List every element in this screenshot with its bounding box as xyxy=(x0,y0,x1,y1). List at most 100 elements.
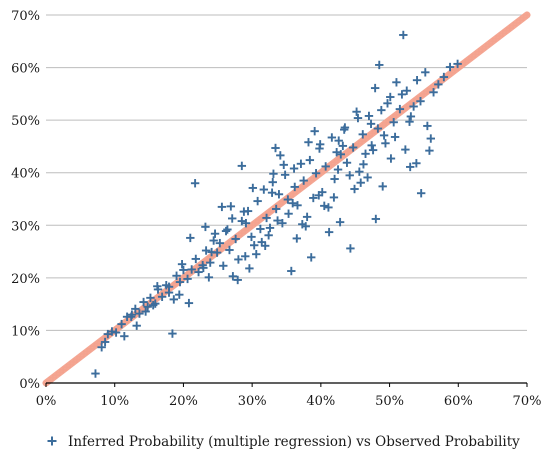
data-point xyxy=(245,264,254,273)
data-point xyxy=(204,273,214,282)
x-tick-labels: 0% 10% 20% 30% 40% 50% 60% 70% xyxy=(36,394,542,409)
data-point xyxy=(111,328,121,337)
data-point xyxy=(367,141,376,150)
legend-label: Inferred Probability (multiple regressio… xyxy=(68,434,520,450)
data-point xyxy=(392,78,401,87)
data-point xyxy=(320,201,329,211)
data-point xyxy=(194,267,203,277)
data-point xyxy=(434,80,443,89)
data-point xyxy=(397,90,407,99)
data-point xyxy=(265,223,275,233)
data-point xyxy=(307,253,316,262)
data-point xyxy=(107,327,117,336)
data-point xyxy=(311,169,321,178)
data-point xyxy=(299,176,308,185)
data-point xyxy=(346,244,355,253)
data-point xyxy=(164,282,174,291)
data-point xyxy=(315,140,325,149)
data-point xyxy=(268,177,277,187)
data-point xyxy=(127,312,136,321)
data-point xyxy=(231,234,240,244)
data-point xyxy=(207,247,216,257)
data-point xyxy=(131,304,140,314)
data-point xyxy=(355,167,364,176)
data-point xyxy=(168,329,177,338)
data-point xyxy=(271,204,281,214)
data-point xyxy=(426,134,435,143)
data-point xyxy=(416,97,425,106)
data-point xyxy=(381,139,390,148)
data-point xyxy=(342,158,352,167)
data-point xyxy=(288,199,297,208)
data-point xyxy=(186,233,195,243)
data-point xyxy=(335,217,345,227)
x-tick-label: 40% xyxy=(306,394,335,409)
data-point xyxy=(233,275,242,285)
data-point xyxy=(412,159,421,168)
data-point xyxy=(310,126,319,136)
data-point xyxy=(264,231,273,240)
data-point xyxy=(120,332,129,341)
data-point xyxy=(373,124,383,133)
data-point xyxy=(139,297,148,307)
data-point xyxy=(169,295,179,304)
data-point xyxy=(350,184,359,194)
y-tick-label: 70% xyxy=(11,9,40,24)
data-point xyxy=(305,155,315,165)
data-point xyxy=(386,92,395,102)
data-point xyxy=(366,119,376,129)
data-point xyxy=(199,263,208,273)
x-tick-label: 30% xyxy=(238,394,267,409)
data-point xyxy=(402,86,411,95)
data-point xyxy=(279,160,288,170)
data-point xyxy=(91,369,100,378)
data-point xyxy=(292,234,302,243)
data-point xyxy=(293,201,302,210)
data-point xyxy=(309,193,318,203)
data-point xyxy=(191,254,200,264)
data-point xyxy=(219,261,228,270)
data-point xyxy=(177,259,187,269)
data-point xyxy=(379,131,389,140)
data-point xyxy=(141,307,150,316)
data-point xyxy=(359,160,368,169)
data-point xyxy=(287,266,296,276)
data-point xyxy=(289,164,299,173)
data-point xyxy=(389,118,398,127)
data-point xyxy=(321,162,330,171)
x-tick-label: 70% xyxy=(513,394,542,409)
data-point xyxy=(190,179,200,188)
data-point xyxy=(439,72,449,82)
data-point xyxy=(371,214,381,224)
data-point xyxy=(332,148,341,157)
data-point xyxy=(187,265,196,274)
data-point xyxy=(175,290,184,299)
data-point xyxy=(247,232,256,242)
data-point xyxy=(252,250,261,259)
data-point xyxy=(248,183,258,193)
data-point xyxy=(267,188,277,197)
data-point xyxy=(356,178,365,187)
data-point xyxy=(221,226,231,236)
data-point xyxy=(184,298,194,308)
data-point xyxy=(172,271,181,280)
data-point xyxy=(217,202,227,212)
data-point xyxy=(333,165,343,174)
data-point xyxy=(290,182,299,192)
y-tick-label: 0% xyxy=(19,377,40,392)
data-point xyxy=(283,195,293,204)
data-point xyxy=(280,170,290,180)
data-point xyxy=(425,146,434,155)
data-point xyxy=(100,337,110,347)
data-point xyxy=(148,300,158,310)
data-point xyxy=(370,83,380,93)
data-point xyxy=(298,220,307,229)
scatter-points xyxy=(91,30,462,378)
data-point xyxy=(375,60,384,70)
data-point xyxy=(453,59,462,69)
data-point xyxy=(338,141,348,151)
data-point xyxy=(423,121,432,131)
data-point xyxy=(253,196,262,206)
x-tick-label: 10% xyxy=(100,394,129,409)
data-point xyxy=(259,185,269,194)
